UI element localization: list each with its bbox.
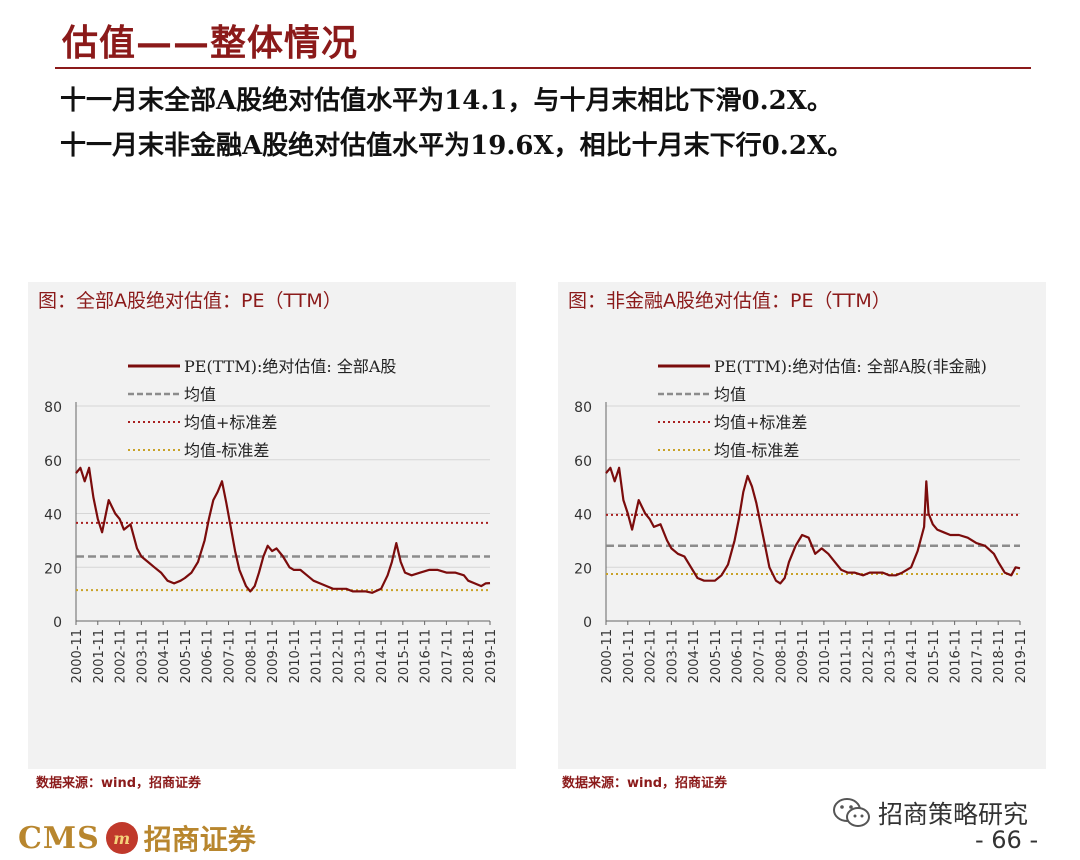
x-tick-label: 2004-11 <box>687 629 702 683</box>
x-tick-label: 2007-11 <box>753 629 768 683</box>
summary-line-2: 十一月末非金融A股绝对估值水平为19.6X，相比十月末下行0.2X。 <box>60 131 854 161</box>
chart-panel-all-a-shares: 图：全部A股绝对估值：PE（TTM） 0 20 40 60 80 2000-11 2001-… <box>28 282 516 769</box>
x-tick-label: 2013-11 <box>883 629 898 683</box>
data-source-left: 数据来源：wind，招商证券 <box>36 776 202 791</box>
x-tick-label: 2010-11 <box>288 629 303 683</box>
x-tick-label: 2014-11 <box>375 629 390 683</box>
x-tick-label: 2009-11 <box>266 629 281 683</box>
chart-panel-non-financial: 图：非金融A股绝对估值：PE（TTM） 0 20 40 60 80 2000-11 2001… <box>558 282 1046 769</box>
legend-mean-minus-std-label: 均值-标准差 <box>714 441 799 460</box>
x-tick-label: 2015-11 <box>927 629 942 683</box>
logo-cms-text: CMS <box>18 820 100 856</box>
legend-series-label: PE(TTM):绝对估值: 全部A股(非金融) <box>714 357 987 376</box>
x-tick-label: 2010-11 <box>818 629 833 683</box>
y-tick-label: 20 <box>44 561 62 577</box>
x-tick-label: 2005-11 <box>709 629 724 683</box>
wechat-account: 招商策略研究 <box>832 795 1028 831</box>
x-tick-label: 2016-11 <box>419 629 434 683</box>
data-source-right: 数据来源：wind，招商证券 <box>562 776 728 791</box>
x-tick-label: 2001-11 <box>622 629 637 683</box>
x-tick-label: 2008-11 <box>774 629 789 683</box>
pe-chart-non-financial: 0 20 40 60 80 2000-11 2001-11 2002-11 2003-11 200… <box>574 357 1029 683</box>
x-tick-label: 2007-11 <box>223 629 238 683</box>
x-tick-label: 2019-11 <box>1014 629 1029 683</box>
page-number: - 66 - <box>975 826 1039 854</box>
x-tick-label: 2011-11 <box>310 629 325 683</box>
legend-mean-label: 均值 <box>714 385 746 404</box>
y-tick-label: 40 <box>574 508 592 524</box>
x-tick-label: 2000-11 <box>600 629 615 683</box>
x-tick-label: 2012-11 <box>331 629 346 683</box>
x-tick-label: 2012-11 <box>861 629 876 683</box>
y-tick-label: 20 <box>574 561 592 577</box>
x-tick-label: 2017-11 <box>440 629 455 683</box>
y-tick-label: 80 <box>44 400 62 416</box>
x-tick-label: 2003-11 <box>665 629 680 683</box>
x-tick-label: 2005-11 <box>179 629 194 683</box>
x-tick-label: 2013-11 <box>353 629 368 683</box>
summary-line-1: 十一月末全部A股绝对估值水平为14.1，与十月末相比下滑0.2X。 <box>60 86 833 116</box>
pe-chart-all-a-shares: 0 20 40 60 80 2000-11 2001-11 2002-11 2003-11 200… <box>44 357 499 683</box>
y-tick-label: 60 <box>574 454 592 470</box>
legend-mean-minus-std-label: 均值-标准差 <box>184 441 269 460</box>
title-divider <box>55 67 1031 69</box>
x-tick-label: 2006-11 <box>201 629 216 683</box>
wechat-icon <box>833 798 870 827</box>
x-tick-label: 2018-11 <box>462 629 477 683</box>
company-logo: CMS m 招商证券 <box>18 818 256 858</box>
logo-chinese-name: 招商证券 <box>143 823 256 856</box>
x-tick-label: 2006-11 <box>731 629 746 683</box>
legend-mean-label: 均值 <box>184 385 216 404</box>
x-tick-label: 2008-11 <box>244 629 259 683</box>
pe-series-line <box>75 466 491 594</box>
x-tick-label: 2017-11 <box>970 629 985 683</box>
x-tick-label: 2014-11 <box>905 629 920 683</box>
y-tick-label: 0 <box>583 615 592 631</box>
y-tick-label: 60 <box>44 454 62 470</box>
chart-title: 图：全部A股绝对估值：PE（TTM） <box>38 290 342 312</box>
pe-series-line <box>605 466 1021 585</box>
x-tick-label: 2011-11 <box>840 629 855 683</box>
x-tick-label: 2002-11 <box>644 629 659 683</box>
x-tick-label: 2003-11 <box>135 629 150 683</box>
x-tick-label: 2019-11 <box>484 629 499 683</box>
logo-emblem-icon: m <box>105 822 138 854</box>
y-tick-label: 80 <box>574 400 592 416</box>
x-tick-label: 2004-11 <box>157 629 172 683</box>
page-title: 估值——整体情况 <box>62 22 359 64</box>
x-tick-label: 2016-11 <box>949 629 964 683</box>
chart-title: 图：非金融A股绝对估值：PE（TTM） <box>568 290 891 312</box>
legend-mean-plus-std-label: 均值+标准差 <box>714 413 807 432</box>
y-tick-label: 40 <box>44 508 62 524</box>
x-tick-label: 2018-11 <box>992 629 1007 683</box>
x-tick-label: 2001-11 <box>92 629 107 683</box>
x-tick-label: 2002-11 <box>114 629 129 683</box>
wechat-account-name: 招商策略研究 <box>878 800 1029 829</box>
legend-mean-plus-std-label: 均值+标准差 <box>184 413 277 432</box>
x-tick-label: 2015-11 <box>397 629 412 683</box>
legend-series-label: PE(TTM):绝对估值: 全部A股 <box>184 357 396 376</box>
x-tick-label: 2009-11 <box>796 629 811 683</box>
x-tick-label: 2000-11 <box>70 629 85 683</box>
y-tick-label: 0 <box>53 615 62 631</box>
